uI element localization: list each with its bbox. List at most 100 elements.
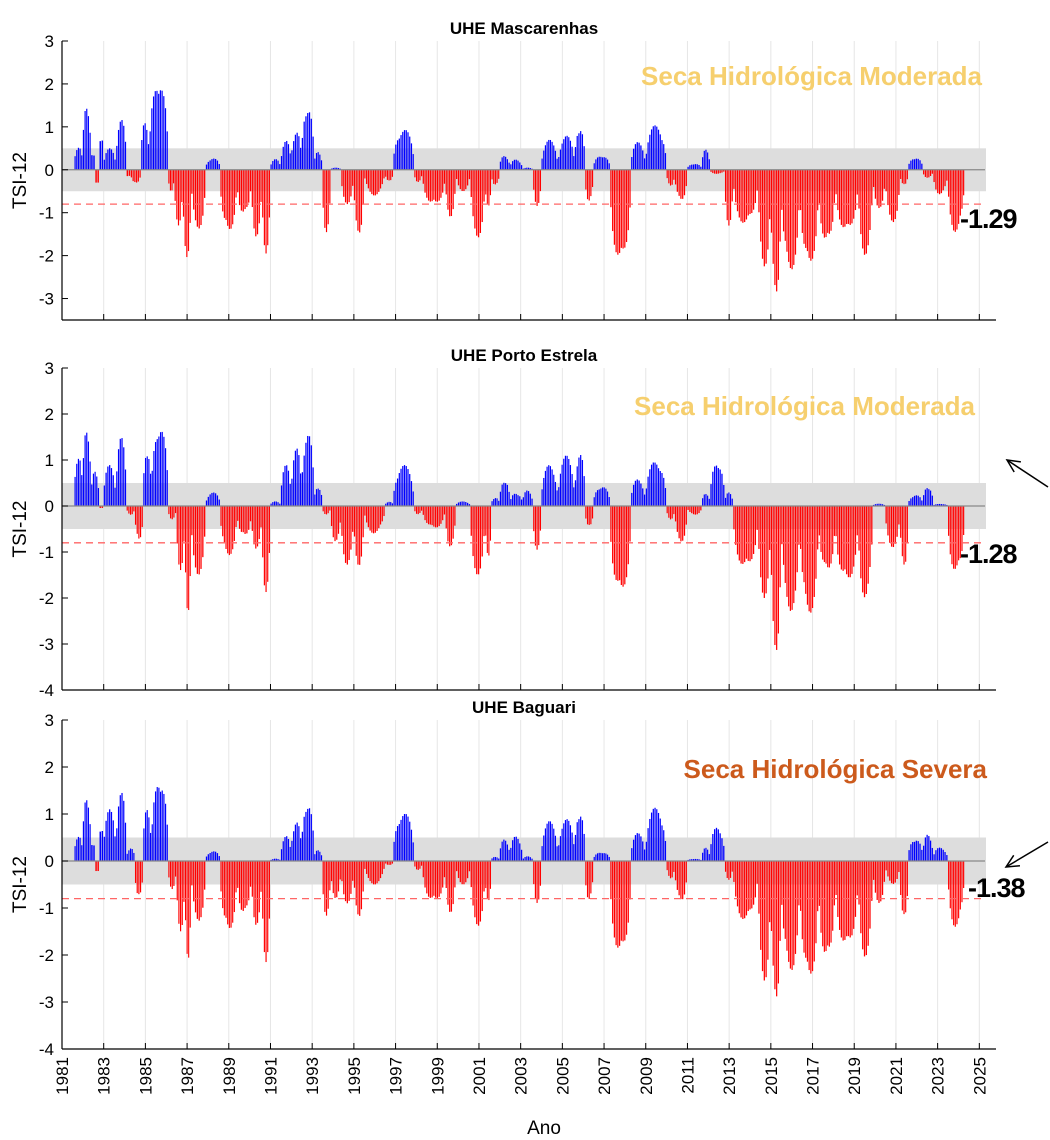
bar	[143, 828, 145, 861]
bar	[339, 861, 341, 880]
bar	[216, 160, 219, 170]
bar	[912, 497, 914, 506]
bar	[350, 169, 352, 197]
bar	[959, 861, 961, 910]
bar	[435, 861, 437, 898]
bar	[940, 504, 943, 506]
bar	[791, 861, 793, 970]
bar	[946, 855, 948, 861]
bar	[262, 169, 264, 218]
bar	[818, 506, 820, 536]
bar	[613, 506, 615, 575]
bar	[470, 861, 472, 888]
bar	[553, 145, 555, 170]
bar	[109, 465, 111, 506]
bar	[144, 457, 147, 506]
bar	[869, 506, 871, 567]
bar	[851, 169, 853, 224]
x-tick-label: 2009	[637, 1057, 656, 1095]
bar	[124, 141, 127, 170]
bar	[436, 506, 439, 528]
bar	[650, 464, 653, 506]
bar	[765, 506, 767, 594]
bar	[515, 493, 517, 506]
bar	[334, 861, 336, 898]
bar	[827, 169, 829, 233]
bar	[928, 836, 930, 861]
bar	[708, 854, 710, 861]
bar	[456, 861, 458, 872]
bar	[863, 169, 866, 255]
bar	[838, 506, 841, 565]
bar	[414, 169, 416, 178]
bar	[740, 169, 742, 222]
bar	[617, 861, 619, 948]
bar	[327, 506, 329, 514]
bar	[376, 861, 378, 884]
bar	[216, 853, 219, 861]
bar	[522, 858, 524, 861]
bar	[481, 506, 483, 557]
bar	[396, 826, 399, 861]
bar	[402, 131, 404, 170]
bar	[513, 159, 516, 170]
bar	[634, 835, 637, 861]
bar	[740, 506, 742, 564]
bar	[745, 506, 748, 559]
bar	[303, 816, 305, 861]
bar	[823, 861, 825, 952]
bar	[119, 121, 121, 170]
bar	[296, 822, 298, 861]
bar	[156, 90, 158, 170]
bar	[951, 169, 953, 225]
bar	[337, 506, 340, 534]
bar	[953, 861, 955, 926]
bar	[440, 506, 442, 524]
bar	[369, 506, 371, 531]
bar	[187, 169, 190, 252]
bar	[168, 861, 170, 878]
bar	[116, 828, 118, 861]
bar	[923, 845, 925, 861]
bar	[142, 125, 145, 170]
bar	[202, 506, 204, 558]
bar	[74, 846, 76, 861]
bar	[414, 861, 416, 867]
bar	[849, 169, 851, 225]
bar	[924, 489, 926, 506]
bar	[813, 506, 815, 597]
bar	[431, 861, 433, 898]
bar	[820, 169, 822, 224]
bar	[89, 824, 91, 861]
bar	[806, 506, 809, 605]
bar	[874, 861, 877, 893]
bar	[409, 821, 411, 861]
bar	[680, 861, 682, 900]
bar	[596, 490, 599, 506]
bar	[860, 861, 862, 934]
bar	[815, 506, 817, 579]
bar	[508, 162, 510, 170]
bar	[403, 465, 406, 506]
bar	[627, 169, 629, 231]
bar	[505, 156, 507, 170]
bar	[541, 489, 543, 506]
bar	[656, 464, 658, 506]
bar	[240, 861, 243, 910]
bar	[798, 169, 800, 211]
bar	[117, 129, 120, 170]
bar	[147, 144, 150, 170]
bar	[876, 861, 878, 900]
bar	[539, 169, 542, 192]
bar	[391, 861, 393, 864]
bar	[591, 169, 594, 188]
bar	[559, 836, 562, 861]
bar	[917, 841, 919, 861]
bar	[476, 169, 478, 236]
bar	[433, 861, 435, 896]
bar	[207, 854, 209, 861]
bar	[200, 506, 202, 569]
bar	[896, 506, 898, 537]
bar	[181, 169, 183, 203]
bar	[341, 861, 343, 882]
